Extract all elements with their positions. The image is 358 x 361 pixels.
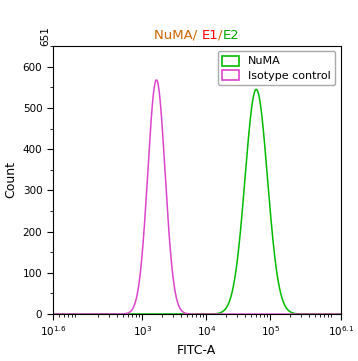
- Text: E2: E2: [223, 29, 240, 42]
- Y-axis label: Count: Count: [4, 161, 17, 199]
- Text: NuMA/: NuMA/: [154, 29, 202, 42]
- Text: /: /: [218, 29, 223, 42]
- Legend: NuMA, Isotype control: NuMA, Isotype control: [218, 51, 335, 85]
- Text: 651: 651: [40, 26, 50, 46]
- X-axis label: FITC-A: FITC-A: [177, 344, 216, 357]
- Text: E1: E1: [202, 29, 218, 42]
